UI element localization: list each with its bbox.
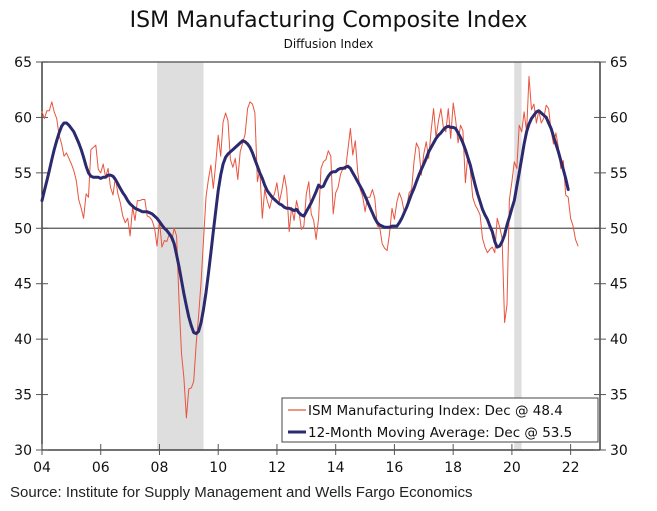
y-tick-label-left: 35 (14, 388, 32, 404)
legend-label-ma: 12-Month Moving Average: Dec @ 53.5 (308, 425, 572, 441)
legend: ISM Manufacturing Index: Dec @ 48.4 12-M… (281, 397, 599, 443)
series-lines (40, 75, 579, 419)
y-tick-label-right: 35 (610, 388, 628, 404)
y-tick-label-left: 30 (14, 443, 32, 459)
y-tick-label-right: 30 (610, 443, 628, 459)
x-tick-label: 18 (444, 460, 462, 476)
x-tick-label: 10 (209, 460, 227, 476)
x-tick-label: 06 (92, 460, 110, 476)
legend-box (281, 397, 599, 443)
y-tick-label-left: 50 (14, 221, 32, 237)
x-tick-label: 16 (386, 460, 404, 476)
axes: 30 30 35 35 40 40 45 45 50 50 55 55 60 60 65 65 04 06 08 10… (14, 55, 628, 476)
recession-band (514, 62, 522, 450)
chart-subtitle: Diffusion Index (283, 37, 374, 51)
source-note: Source: Institute for Supply Management … (10, 484, 473, 501)
y-tick-label-right: 65 (610, 55, 628, 71)
y-tick-label-right: 55 (610, 166, 628, 182)
recession-bands (157, 62, 522, 450)
y-tick-label-right: 45 (610, 277, 628, 293)
chart-title: ISM Manufacturing Composite Index (129, 8, 528, 33)
y-tick-label-left: 45 (14, 277, 32, 293)
y-tick-label-left: 55 (14, 166, 32, 182)
x-tick-label: 22 (562, 460, 580, 476)
recession-band (157, 62, 204, 450)
x-tick-label: 08 (151, 460, 169, 476)
x-tick-label: 04 (33, 460, 51, 476)
y-tick-label-right: 60 (610, 110, 628, 126)
y-tick-label-left: 65 (14, 55, 32, 71)
series-line-ism (41, 75, 579, 419)
x-tick-label: 12 (268, 460, 286, 476)
x-tick-label: 20 (503, 460, 521, 476)
y-tick-label-left: 60 (14, 110, 32, 126)
legend-label-ism: ISM Manufacturing Index: Dec @ 48.4 (308, 403, 563, 419)
x-tick-label: 14 (327, 460, 345, 476)
y-tick-label-right: 50 (610, 221, 628, 237)
y-tick-label-left: 40 (14, 332, 32, 348)
y-tick-label-right: 40 (610, 332, 628, 348)
series-line-moving-average (40, 109, 570, 336)
